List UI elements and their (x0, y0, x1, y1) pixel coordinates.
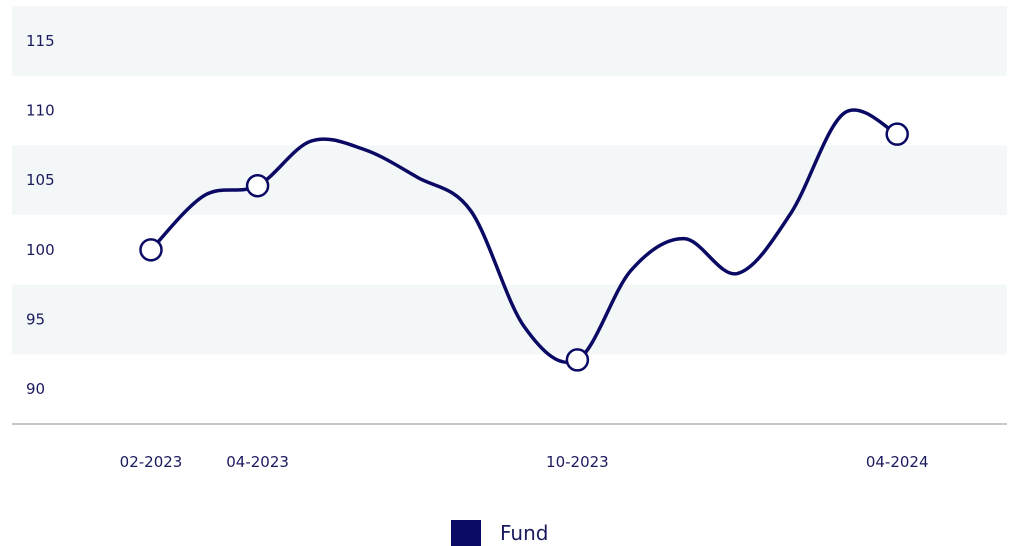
y-tick-label: 105 (26, 171, 55, 189)
y-tick-label: 100 (26, 241, 55, 259)
x-tick-label: 04-2024 (866, 453, 929, 471)
series-layer (139, 108, 909, 372)
data-point-marker[interactable] (885, 122, 909, 146)
y-tick-label: 110 (26, 102, 55, 120)
x-axis: 02-2023 04-2023 10-2023 04-2024 (120, 453, 929, 471)
legend-label-fund: Fund (500, 521, 548, 545)
y-tick-label: 115 (26, 32, 55, 50)
series-line-fund (149, 108, 899, 365)
x-tick-label: 04-2023 (226, 453, 289, 471)
grid-band (12, 145, 1007, 215)
y-axis: 115 110 105 100 95 90 (26, 32, 55, 398)
data-point-marker[interactable] (245, 173, 270, 198)
grid-bands (12, 6, 1007, 355)
x-tick-label: 10-2023 (546, 453, 609, 471)
x-tick-label: 02-2023 (120, 453, 183, 471)
y-tick-label: 95 (26, 311, 45, 329)
y-tick-label: 90 (26, 380, 45, 398)
legend-swatch-fund (451, 520, 481, 546)
legend: Fund (451, 520, 548, 546)
data-point-marker[interactable] (565, 348, 590, 372)
grid-band (12, 6, 1007, 76)
data-point-marker[interactable] (139, 238, 163, 262)
